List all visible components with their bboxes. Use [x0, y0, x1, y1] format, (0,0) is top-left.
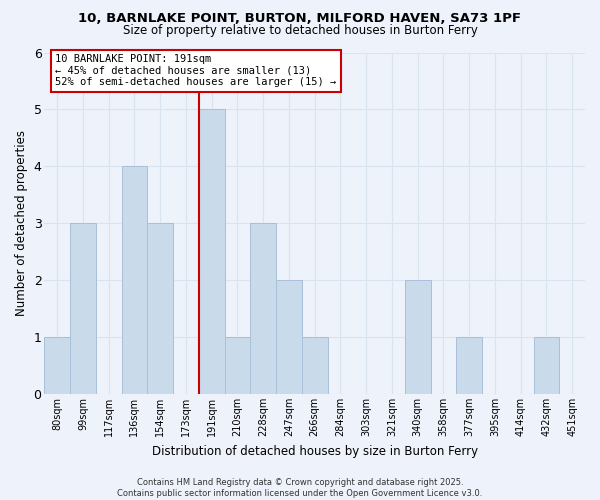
Bar: [302, 337, 328, 394]
Bar: [456, 337, 482, 394]
X-axis label: Distribution of detached houses by size in Burton Ferry: Distribution of detached houses by size …: [152, 444, 478, 458]
Bar: [199, 110, 224, 394]
Text: 10 BARNLAKE POINT: 191sqm
← 45% of detached houses are smaller (13)
52% of semi-: 10 BARNLAKE POINT: 191sqm ← 45% of detac…: [55, 54, 337, 88]
Bar: [70, 224, 96, 394]
Text: 10, BARNLAKE POINT, BURTON, MILFORD HAVEN, SA73 1PF: 10, BARNLAKE POINT, BURTON, MILFORD HAVE…: [79, 12, 521, 26]
Bar: [148, 224, 173, 394]
Bar: [250, 224, 276, 394]
Bar: [276, 280, 302, 394]
Bar: [533, 337, 559, 394]
Bar: [122, 166, 148, 394]
Y-axis label: Number of detached properties: Number of detached properties: [15, 130, 28, 316]
Bar: [44, 337, 70, 394]
Text: Size of property relative to detached houses in Burton Ferry: Size of property relative to detached ho…: [122, 24, 478, 37]
Bar: [224, 337, 250, 394]
Bar: [405, 280, 431, 394]
Text: Contains HM Land Registry data © Crown copyright and database right 2025.
Contai: Contains HM Land Registry data © Crown c…: [118, 478, 482, 498]
